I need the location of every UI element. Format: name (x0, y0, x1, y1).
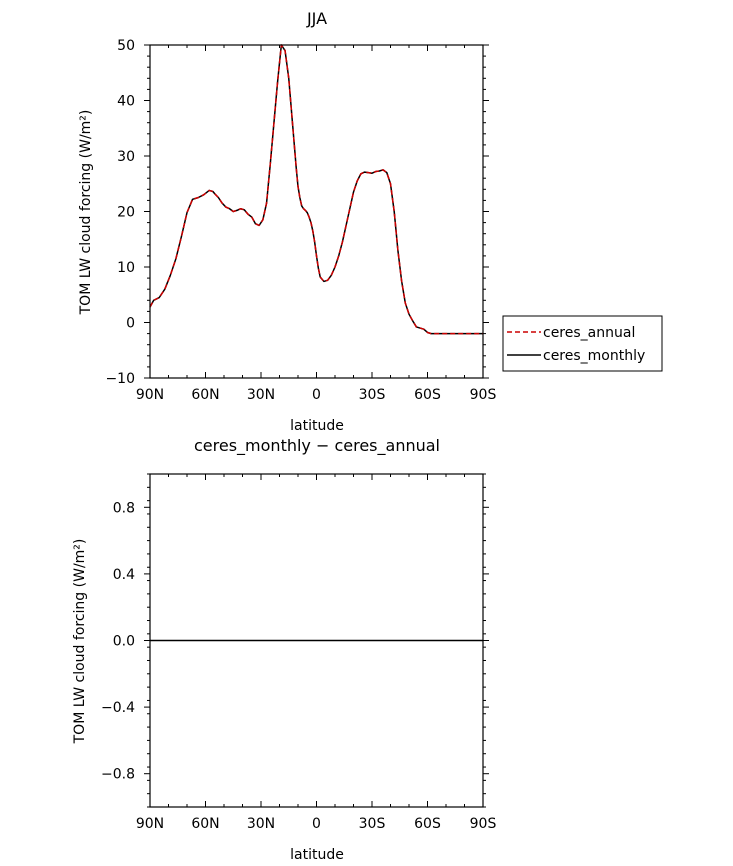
top-y-tick-label: 50 (117, 38, 135, 54)
bottom-y-tick-label: 0.4 (113, 567, 135, 583)
bottom-chart-title: ceres_monthly − ceres_annual (194, 436, 440, 456)
bottom-x-axis-label: latitude (290, 847, 344, 863)
top-x-tick-label: 90N (136, 387, 164, 403)
bottom-ticks-layer: 90N 60N 30N 0 30S 60S 90S −0.8 −0.4 0.0 0.4 0.8 (101, 473, 497, 832)
top-y-tick-label: 0 (126, 316, 135, 332)
bottom-y-tick-label: 0.0 (113, 634, 135, 650)
top-x-tick-label: 60S (414, 387, 441, 403)
top-panel: JJA 90N 60N 30N 0 30S 60S 90S −10 0 10 20 30 40 50 la… (78, 9, 496, 434)
top-y-tick-label: −10 (105, 371, 135, 387)
top-y-tick-label: 30 (117, 149, 135, 165)
bottom-y-axis-label: TOM LW cloud forcing (W/m²) (72, 539, 88, 745)
bottom-plot-frame (149, 473, 484, 808)
top-chart-title: JJA (306, 9, 327, 28)
top-x-axis-label: latitude (290, 418, 344, 434)
top-x-tick-label: 0 (312, 387, 321, 403)
bottom-x-tick-label: 0 (312, 816, 321, 832)
top-x-tick-label: 60N (191, 387, 219, 403)
bottom-x-tick-label: 30N (247, 816, 275, 832)
top-x-tick-label: 30N (247, 387, 275, 403)
legend: ceres_annual ceres_monthly (502, 315, 663, 372)
top-y-tick-label: 40 (117, 94, 135, 110)
bottom-x-tick-label: 90S (470, 816, 497, 832)
legend-box (502, 315, 663, 372)
top-x-tick-label: 30S (359, 387, 386, 403)
top-plot-frame (149, 44, 484, 379)
bottom-panel: ceres_monthly − ceres_annual 90N 60N 30N 0 3… (72, 436, 496, 863)
bottom-x-tick-label: 60S (414, 816, 441, 832)
bottom-y-tick-label: −0.8 (101, 767, 135, 783)
top-y-axis-label: TOM LW cloud forcing (W/m²) (78, 110, 94, 316)
top-x-tick-label: 90S (470, 387, 497, 403)
top-series-layer (149, 44, 483, 335)
bottom-y-tick-label: −0.4 (101, 700, 135, 716)
legend-label-ceres-annual: ceres_annual (543, 325, 635, 341)
top-y-tick-label: 20 (117, 205, 135, 221)
bottom-x-tick-label: 60N (191, 816, 219, 832)
top-y-tick-label: 10 (117, 260, 135, 276)
top-series-line-ceres-monthly (149, 44, 483, 335)
bottom-x-tick-label: 90N (136, 816, 164, 832)
top-series-line-ceres-annual (149, 44, 483, 335)
legend-label-ceres-monthly: ceres_monthly (543, 348, 645, 364)
top-ticks-layer: 90N 60N 30N 0 30S 60S 90S −10 0 10 20 30 40 50 (105, 38, 496, 403)
bottom-y-tick-label: 0.8 (113, 500, 135, 516)
bottom-x-tick-label: 30S (359, 816, 386, 832)
